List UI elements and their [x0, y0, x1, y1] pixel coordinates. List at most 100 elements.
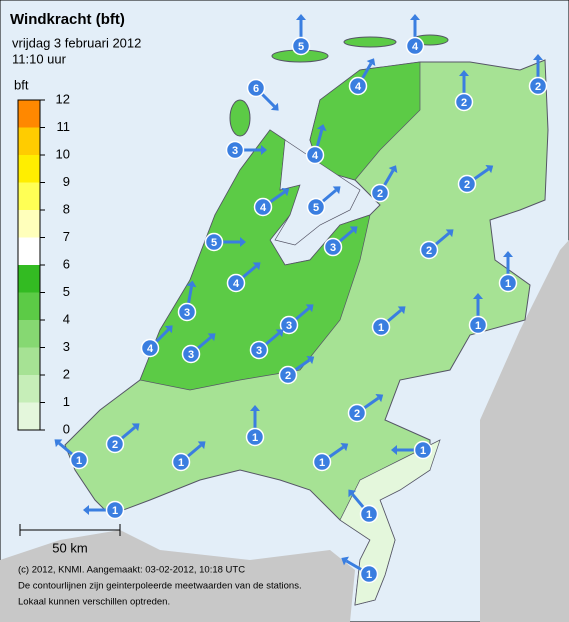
- legend-swatch: [18, 182, 40, 210]
- station-value: 4: [233, 278, 240, 290]
- legend-tick-label: 1: [63, 394, 70, 409]
- date: vrijdag 3 februari 2012: [12, 35, 141, 50]
- station-marker: [405, 36, 425, 56]
- station-value: 3: [232, 145, 238, 157]
- station-marker: [140, 338, 160, 358]
- legend-swatch: [18, 100, 40, 128]
- wind-arrowhead: [275, 329, 284, 338]
- scale-label: 50 km: [52, 540, 87, 555]
- island: [229, 99, 251, 137]
- footer-line: Lokaal kunnen verschillen optreden.: [18, 597, 170, 608]
- station-marker: [278, 365, 298, 385]
- wind-arrowhead: [316, 124, 327, 132]
- station-value: 2: [112, 439, 118, 451]
- footer-line: De contourlijnen zijn geinterpoleerde me…: [18, 581, 302, 592]
- zone-south: [339, 439, 441, 606]
- station-marker: [468, 315, 488, 335]
- legend-tick-label: 4: [63, 311, 70, 326]
- legend-tick-label: 11: [57, 119, 71, 134]
- station-marker: [347, 403, 367, 423]
- station-marker: [225, 140, 245, 160]
- station-value: 1: [319, 457, 325, 469]
- station-marker: [181, 344, 201, 364]
- station-marker: [177, 302, 197, 322]
- lake: [274, 139, 361, 246]
- legend-tick-label: 8: [63, 201, 70, 216]
- legend-tick-label: 9: [63, 174, 70, 189]
- wind-arrowhead: [131, 423, 140, 432]
- station-value: 4: [355, 81, 362, 93]
- footer-line: (c) 2012, KNMI. Aangemaakt: 03-02-2012, …: [18, 565, 245, 576]
- wind-arrowhead: [197, 441, 206, 450]
- station-marker: [371, 317, 391, 337]
- station-marker: [306, 197, 326, 217]
- wind-arrowhead: [83, 505, 89, 515]
- station-value: 3: [184, 307, 190, 319]
- wind-arrowhead: [391, 445, 397, 455]
- wind-arrowhead: [54, 439, 63, 448]
- title: Windkracht (bft): [10, 11, 125, 28]
- station-value: 3: [286, 320, 292, 332]
- legend-tick-label: 6: [63, 256, 70, 271]
- wind-arrowhead: [281, 187, 290, 197]
- legend-tick-label: 2: [63, 366, 70, 381]
- wind-arrowhead: [250, 405, 260, 411]
- legend-tick-label: 12: [56, 91, 70, 106]
- station-value: 2: [535, 81, 541, 93]
- legend-swatch: [18, 210, 40, 238]
- wind-arrowhead: [388, 165, 398, 173]
- station-value: 1: [366, 509, 372, 521]
- legend-tick-label: 10: [56, 146, 70, 161]
- legend-swatch: [18, 320, 40, 348]
- legend-tick-label: 3: [63, 339, 70, 354]
- wind-arrowhead: [340, 442, 349, 452]
- foreign-land: [0, 240, 569, 622]
- wind-arrowhead: [306, 355, 315, 365]
- wind-arrowhead: [349, 226, 358, 235]
- station-marker: [171, 452, 191, 472]
- station-value: 4: [412, 41, 419, 53]
- station-marker: [105, 500, 125, 520]
- legend-swatch: [18, 292, 40, 320]
- station-marker: [249, 340, 269, 360]
- station-marker: [291, 36, 311, 56]
- wind-arrowhead: [473, 293, 483, 299]
- station-value: 4: [312, 150, 319, 162]
- legend-tick-label: 5: [63, 284, 70, 299]
- legend-swatch: [18, 127, 40, 155]
- wind-arrowhead: [261, 145, 267, 155]
- station-marker: [305, 145, 325, 165]
- legend-title: bft: [14, 77, 29, 92]
- wind-arrowhead: [485, 164, 494, 174]
- legend-tick-label: 0: [63, 421, 70, 436]
- station-marker: [454, 92, 474, 112]
- wind-arrowhead: [397, 306, 406, 315]
- station-marker: [528, 76, 548, 96]
- wind-arrowhead: [410, 14, 420, 20]
- wind-arrowhead: [296, 14, 306, 20]
- station-value: 1: [252, 432, 258, 444]
- station-value: 1: [420, 445, 426, 457]
- station-marker: [226, 273, 246, 293]
- station-marker: [253, 197, 273, 217]
- station-marker: [359, 504, 379, 524]
- station-value: 1: [378, 322, 384, 334]
- station-marker: [419, 240, 439, 260]
- station-value: 5: [313, 202, 319, 214]
- wind-arrowhead: [459, 70, 469, 76]
- station-value: 1: [112, 505, 118, 517]
- legend-tick-label: 7: [63, 229, 70, 244]
- wind-arrowhead: [366, 58, 376, 66]
- legend-swatch: [18, 237, 40, 265]
- wind-arrowhead: [375, 393, 384, 403]
- wind-arrowhead: [341, 556, 349, 566]
- wind-arrowhead: [207, 333, 216, 342]
- station-value: 1: [76, 455, 82, 467]
- station-value: 2: [354, 408, 360, 420]
- island: [343, 36, 397, 48]
- station-marker: [348, 76, 368, 96]
- station-marker: [457, 174, 477, 194]
- station-marker: [69, 450, 89, 470]
- time: 11:10 uur: [12, 51, 67, 66]
- station-value: 4: [147, 343, 154, 355]
